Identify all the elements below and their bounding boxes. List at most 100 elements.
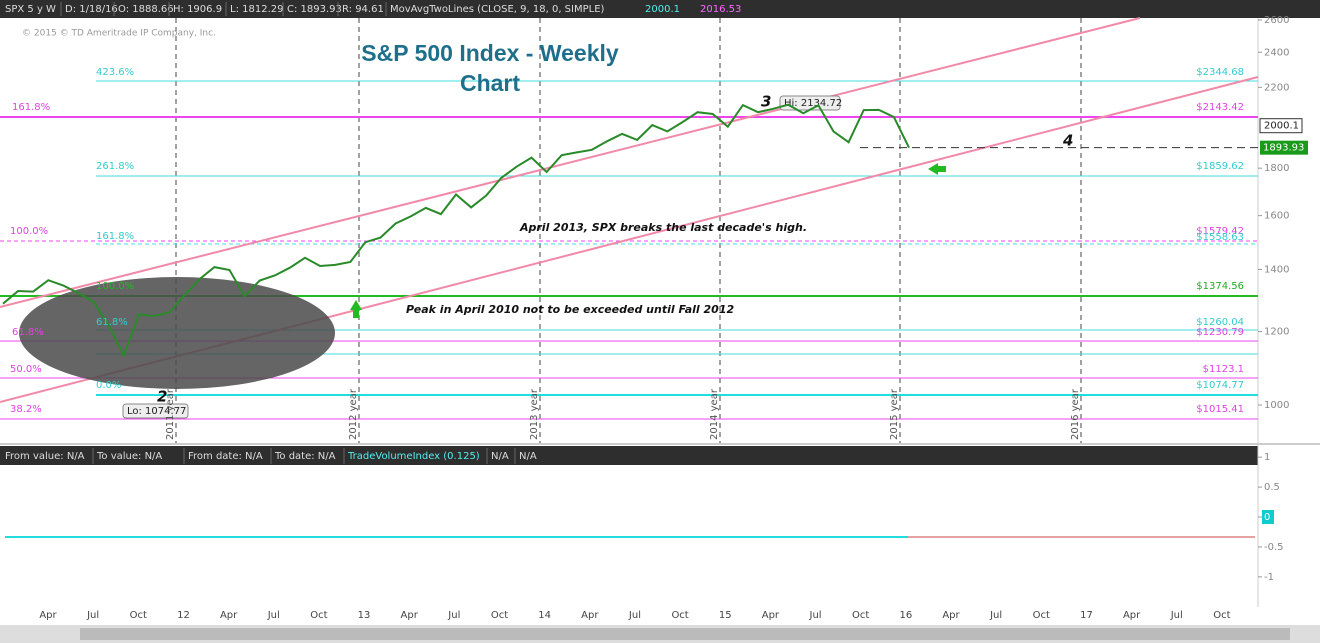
x-tick-label: 16 [899, 610, 912, 621]
fib-price: $2143.42 [1196, 102, 1244, 113]
header-field[interactable]: SPX 5 y W [5, 4, 56, 15]
price-tag [1259, 118, 1303, 134]
year-label: 2012 year [348, 388, 359, 440]
fib-level: 100.0% [10, 226, 48, 237]
annotation: April 2013, SPX breaks the last decade's… [519, 221, 807, 234]
x-tick-label: Apr [581, 610, 599, 621]
lower-header-field: TradeVolumeIndex (0.125) [347, 451, 480, 462]
x-tick-label: 12 [177, 610, 190, 621]
x-tick-label: Oct [671, 610, 688, 621]
year-label: 2011 year [165, 388, 176, 440]
arrow [928, 163, 946, 175]
lower-header-field: N/A [519, 451, 537, 462]
y-tick-label: 2600 [1264, 15, 1289, 26]
x-tick-label: 15 [719, 610, 732, 621]
fib-price: $1558.63 [1196, 232, 1244, 243]
fib-price: $1230.79 [1196, 327, 1244, 338]
wave-label: 4 [1062, 132, 1073, 150]
y-tick-label: 0 [1264, 512, 1270, 523]
zero-tag [1262, 510, 1274, 525]
annotation: Peak in April 2010 not to be exceeded un… [406, 303, 734, 316]
label-box [122, 403, 189, 419]
y-tick-label: 1400 [1264, 264, 1289, 275]
y-tick-label: 0.5 [1264, 482, 1280, 493]
year-label: 2014 year [709, 388, 720, 440]
y-tick-label: 1 [1264, 452, 1270, 463]
x-tick-label: Apr [401, 610, 419, 621]
fib-price: $1015.41 [1196, 404, 1244, 415]
header-field: C: 1893.93 [287, 4, 342, 15]
lower-header-field: From date: N/A [188, 451, 263, 462]
year-label: 2015 year [889, 388, 900, 440]
x-tick-label: Jul [86, 610, 99, 621]
copyright: © 2015 © TD Ameritrade IP Company, Inc. [22, 29, 216, 39]
highlight-ellipse [19, 277, 335, 389]
x-tick-label: Jul [1170, 610, 1183, 621]
year-label: 2016 year [1070, 388, 1081, 440]
fib-price: $1859.62 [1196, 161, 1244, 172]
year-label: 2013 year [529, 388, 540, 440]
y-tick-label: 2400 [1264, 47, 1289, 58]
header-field: L: 1812.29 [230, 4, 283, 15]
high-label: Hi: 2134.72 [784, 98, 842, 109]
header-field: O: 1888.66 [118, 4, 174, 15]
y-tick-label: 1800 [1264, 163, 1289, 174]
fib-level: 0.0% [96, 380, 121, 391]
x-tick-label: Apr [39, 610, 57, 621]
header-bar [0, 0, 1320, 18]
fib-level: 61.8% [12, 327, 44, 338]
wave-label: 2 [157, 388, 167, 406]
header-field: D: 1/18/16 [65, 4, 118, 15]
x-tick-label: Oct [310, 610, 327, 621]
x-tick-label: Jul [809, 610, 822, 621]
price-tag [1260, 140, 1308, 155]
fib-level: 423.6% [96, 67, 134, 78]
low-label: Lo: 1074.77 [127, 406, 186, 417]
fib-level: 38.2% [10, 404, 42, 415]
header-field: MovAvgTwoLines (CLOSE, 9, 18, 0, SIMPLE) [390, 4, 605, 15]
x-tick-label: Apr [942, 610, 960, 621]
fib-level: 61.8% [96, 317, 128, 328]
fib-price: $1579.42 [1196, 226, 1244, 237]
arrow [350, 300, 362, 318]
chart-title: S&P 500 Index - Weekly Chart [361, 40, 619, 96]
fib-level: 161.8% [96, 231, 134, 242]
fib-price: $2344.68 [1196, 67, 1244, 78]
y-tick-label: -0.5 [1264, 542, 1284, 553]
x-tick-label: Apr [762, 610, 780, 621]
x-tick-label: 14 [538, 610, 551, 621]
x-tick-label: Apr [220, 610, 238, 621]
fib-level: 261.8% [96, 161, 134, 172]
x-tick-label: Oct [130, 610, 147, 621]
x-tick-label: Jul [267, 610, 280, 621]
x-tick-label: Jul [447, 610, 460, 621]
fib-price: $1123.1 [1203, 364, 1244, 375]
price-line [2, 103, 910, 358]
x-tick-label: Jul [628, 610, 641, 621]
x-tick-label: Oct [852, 610, 869, 621]
x-tick-label: Oct [1213, 610, 1230, 621]
x-tick-label: Oct [1033, 610, 1050, 621]
fib-level: 50.0% [10, 364, 42, 375]
fib-level: 161.8% [12, 102, 50, 113]
wave-label: 3 [761, 93, 771, 111]
y-tick-label: -1 [1264, 572, 1274, 583]
scroll-thumb[interactable] [80, 628, 1290, 640]
lower-header-field: From value: N/A [5, 451, 85, 462]
study-value: 2000.1 [645, 4, 680, 15]
x-tick-label: Apr [1123, 610, 1141, 621]
x-tick-label: 13 [358, 610, 371, 621]
lower-header-field: N/A [491, 451, 509, 462]
header-field: R: 94.61 [342, 4, 384, 15]
lower-header-field: To date: N/A [274, 451, 336, 462]
price-tag-label: 2000.1 [1264, 121, 1299, 132]
price-tag-label: 1893.93 [1263, 143, 1304, 154]
x-tick-label: Oct [491, 610, 508, 621]
x-tick-label: 17 [1080, 610, 1093, 621]
fib-price: $1260.04 [1196, 317, 1244, 328]
header-field: H: 1906.9 [173, 4, 222, 15]
y-tick-label: 1600 [1264, 211, 1289, 222]
fib-price: $1374.56 [1196, 281, 1244, 292]
